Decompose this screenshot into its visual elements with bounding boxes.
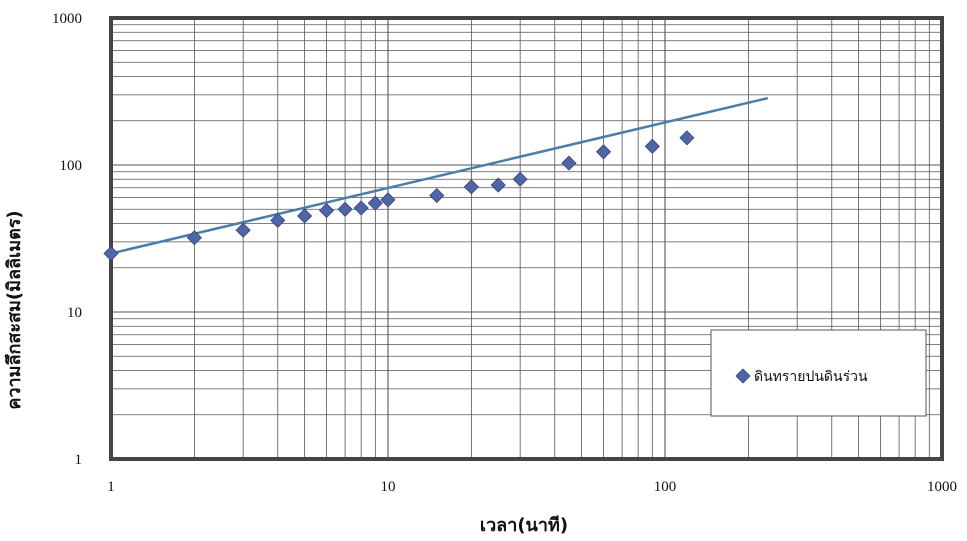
plot-frame (109, 16, 944, 461)
data-point (595, 144, 612, 160)
y-tick-label: 1000 (52, 11, 82, 27)
data-point (297, 208, 313, 224)
y-tick-label: 100 (60, 158, 83, 174)
data-point (429, 187, 445, 204)
x-tick-label: 10 (381, 479, 396, 495)
data-point (103, 245, 119, 262)
data-point (679, 130, 695, 146)
data-points (103, 130, 695, 262)
data-point (561, 155, 577, 171)
data-point (380, 192, 396, 208)
data-point (318, 202, 335, 219)
x-tick-label: 1 (107, 479, 115, 495)
trend-line (110, 96, 769, 255)
data-point (367, 195, 383, 211)
y-tick-labels: 1 10 100 1000 (52, 11, 82, 468)
legend: ดินทรายปนดินร่วน (710, 329, 927, 417)
x-tick-label: 1000 (927, 479, 957, 495)
data-point (353, 200, 369, 216)
y-tick-label: 1 (75, 452, 83, 468)
y-tick-label: 10 (67, 305, 82, 321)
legend-label: ดินทรายปนดินร่วน (754, 369, 868, 385)
data-point (512, 171, 528, 187)
data-point (490, 177, 506, 193)
data-point (463, 179, 479, 195)
data-point (644, 138, 660, 154)
y-axis-title: ความลึกสะสม(มิลลิเมตร) (4, 210, 25, 409)
trend-line-layer (110, 96, 769, 255)
data-point (270, 212, 286, 228)
x-tick-labels: 1 10 100 1000 (107, 479, 957, 495)
x-axis-title: เวลา(นาที) (480, 515, 568, 536)
data-point (186, 230, 202, 246)
data-point (337, 201, 353, 217)
x-tick-label: 100 (654, 479, 677, 495)
legend-marker-diamond-icon (735, 368, 751, 384)
data-point (235, 222, 251, 238)
